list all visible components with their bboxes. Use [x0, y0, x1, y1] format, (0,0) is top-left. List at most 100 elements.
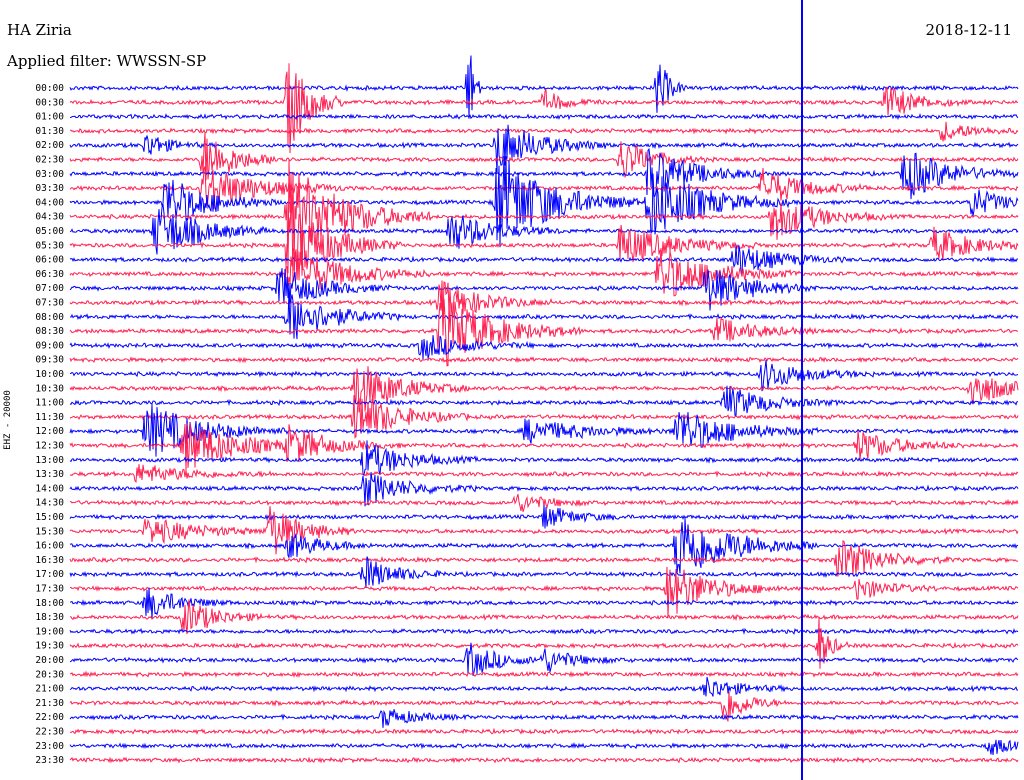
trace-line: [69, 676, 1019, 697]
trace-time-label: 06:30: [35, 269, 64, 280]
trace-time-label: 11:00: [35, 398, 64, 409]
trace-line: [69, 247, 1019, 297]
trace-time-label: 17:30: [35, 584, 64, 595]
trace-line: [69, 112, 1019, 121]
trace-time-label: 10:30: [35, 383, 64, 394]
trace-line: [69, 166, 1019, 210]
trace-time-label: 13:30: [35, 469, 64, 480]
trace-time-label: 04:00: [35, 197, 64, 208]
trace-line: [69, 539, 1019, 577]
trace-line: [69, 204, 1019, 255]
trace-line: [69, 156, 1019, 248]
trace-time-label: 14:30: [35, 498, 64, 509]
trace-line: [69, 506, 1019, 555]
trace-time-label: 02:00: [35, 140, 64, 151]
trace-line: [69, 366, 1019, 413]
trace-time-label: 01:00: [35, 112, 64, 123]
trace-line: [69, 566, 1019, 619]
trace-line: [69, 709, 1019, 728]
trace-line: [69, 280, 1019, 321]
trace-line: [69, 464, 1019, 484]
trace-line: [69, 517, 1019, 574]
trace-line: [69, 63, 1019, 154]
trace-time-label: 00:00: [35, 83, 64, 94]
trace-line: [69, 587, 1019, 620]
trace-line: [70, 670, 1019, 679]
trace-line: [69, 727, 1019, 736]
trace-line: [69, 121, 1019, 142]
trace-time-label: 15:00: [35, 512, 64, 523]
trace-time-label: 18:30: [35, 612, 64, 623]
trace-line: [69, 403, 1019, 457]
trace-time-label: 09:00: [35, 340, 64, 351]
trace-time-label: 12:00: [35, 426, 64, 437]
trace-line: [69, 599, 1019, 635]
trace-time-label: 20:00: [35, 655, 64, 666]
tick-label-group: 00:00 00:30 01:00 01:30 02:00 02:30 03:00 03:30…: [35, 83, 64, 766]
trace-line: [69, 385, 1019, 418]
trace-line: [69, 395, 1019, 439]
trace-group: [69, 55, 1019, 764]
trace-line: [69, 335, 1019, 360]
trace-time-label: 12:30: [35, 441, 64, 452]
trace-line: [69, 472, 1019, 507]
trace-time-label: 23:00: [35, 741, 64, 752]
trace-line: [69, 296, 1019, 367]
trace-line: [69, 617, 1019, 669]
trace-time-label: 10:00: [35, 369, 64, 380]
trace-line: [69, 55, 1019, 119]
trace-line: [69, 756, 1019, 764]
trace-time-label: 20:30: [35, 669, 64, 680]
trace-time-label: 07:30: [35, 298, 64, 309]
trace-time-label: 02:30: [35, 155, 64, 166]
trace-line: [69, 627, 1019, 635]
trace-line: [69, 290, 1019, 340]
trace-time-label: 14:00: [35, 483, 64, 494]
trace-time-label: 19:00: [35, 626, 64, 637]
trace-time-label: 09:30: [35, 355, 64, 366]
trace-time-label: 17:00: [35, 569, 64, 580]
trace-line: [69, 356, 1019, 364]
trace-time-label: 00:30: [35, 97, 64, 108]
trace-time-label: 13:00: [35, 455, 64, 466]
trace-line: [69, 556, 1019, 588]
date-label: 2018-12-11: [925, 21, 1012, 39]
trace-line: [69, 159, 1019, 274]
trace-line: [69, 739, 1019, 755]
trace-line: [69, 244, 1019, 276]
trace-time-label: 07:00: [35, 283, 64, 294]
trace-line: [69, 691, 1019, 722]
trace-time-label: 03:00: [35, 169, 64, 180]
trace-time-label: 19:30: [35, 641, 64, 652]
trace-time-label: 05:30: [35, 240, 64, 251]
station-title: HA Ziria: [7, 21, 72, 39]
trace-time-label: 03:30: [35, 183, 64, 194]
filter-label: Applied filter: WWSSN-SP: [7, 52, 207, 70]
trace-line: [69, 440, 1019, 477]
trace-time-label: 21:30: [35, 698, 64, 709]
trace-time-label: 21:00: [35, 684, 64, 695]
trace-time-label: 16:30: [35, 555, 64, 566]
trace-time-label: 01:30: [35, 126, 64, 137]
trace-time-label: 04:30: [35, 212, 64, 223]
trace-time-label: 22:30: [35, 727, 64, 738]
trace-time-label: 08:00: [35, 312, 64, 323]
trace-line: [69, 147, 1019, 200]
trace-line: [69, 504, 1019, 529]
trace-time-label: 06:00: [35, 255, 64, 266]
trace-time-label: 05:00: [35, 226, 64, 237]
trace-time-label: 11:30: [35, 412, 64, 423]
trace-time-label: 08:30: [35, 326, 64, 337]
trace-line: [69, 268, 1019, 311]
trace-line: [69, 359, 1019, 392]
trace-line: [69, 422, 1019, 471]
trace-line: [69, 124, 1019, 173]
trace-time-label: 23:30: [35, 755, 64, 766]
trace-line: [69, 203, 1019, 284]
trace-line: [69, 132, 1019, 181]
trace-time-label: 22:00: [35, 712, 64, 723]
trace-time-label: 15:30: [35, 526, 64, 537]
trace-time-label: 16:00: [35, 541, 64, 552]
trace-time-label: 18:00: [35, 598, 64, 609]
